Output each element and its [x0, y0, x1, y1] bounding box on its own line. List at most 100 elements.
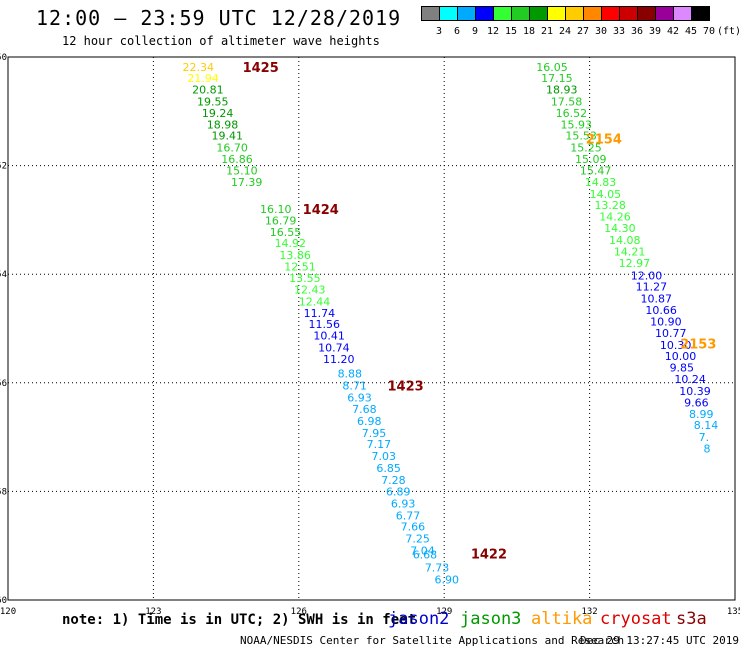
x-tick-label: 123 — [145, 607, 161, 617]
x-tick-label: 129 — [436, 607, 452, 617]
wave-height-value: 15.25 — [570, 142, 602, 155]
wave-height-value: 16.05 — [536, 61, 568, 74]
wave-height-value: 12.00 — [631, 269, 663, 282]
color-legend-label: 6 — [453, 26, 461, 37]
wave-height-value: 11.56 — [308, 318, 340, 331]
wave-height-value: 10.30 — [660, 339, 692, 352]
pass-number-label: 1424 — [303, 203, 339, 218]
color-swatch — [691, 6, 710, 21]
wave-height-value: 9.66 — [684, 396, 709, 409]
color-legend-label: 33 — [612, 26, 626, 37]
wave-height-value: 6.98 — [357, 415, 382, 428]
color-legend-label: 15 — [504, 26, 518, 37]
wave-height-value: 10.39 — [679, 385, 711, 398]
wave-height-value: 7.03 — [372, 450, 397, 463]
wave-height-value: 10.41 — [313, 330, 345, 343]
wave-height-value: 16.10 — [260, 203, 292, 216]
wave-height-value: 7. — [699, 431, 710, 444]
wave-height-value: 19.55 — [197, 96, 229, 109]
wave-height-value: 12.51 — [284, 261, 316, 274]
wave-height-value: 7.17 — [367, 438, 392, 451]
plot-frame — [7, 56, 736, 601]
wave-height-value: 13.28 — [594, 199, 626, 212]
chart-title: 12:00 – 23:59 UTC 12/28/2019 — [36, 6, 402, 30]
color-legend-label: 9 — [471, 26, 479, 37]
wave-height-value: 14.05 — [590, 188, 622, 201]
color-legend-label: 70 — [702, 26, 716, 37]
wave-height-value: 16.86 — [221, 153, 253, 166]
wave-height-value: 6.90 — [435, 573, 460, 586]
wave-height-value: 6.93 — [391, 497, 416, 510]
wave-height-value: 16.70 — [216, 142, 248, 155]
wave-height-value: 14.21 — [614, 245, 646, 258]
wave-height-value: 14.26 — [599, 211, 631, 224]
wave-height-value: 7.95 — [362, 427, 387, 440]
color-legend-label: 24 — [558, 26, 572, 37]
wave-height-value: 13.55 — [289, 272, 321, 285]
wave-height-value: 16.55 — [270, 226, 302, 239]
wave-height-value: 7.04 — [410, 545, 435, 558]
wave-height-value: 10.87 — [640, 293, 672, 306]
wave-height-value: 8.88 — [338, 368, 363, 381]
wave-height-value: 7.73 — [425, 561, 450, 574]
wave-height-value: 7.28 — [381, 474, 406, 487]
wave-height-value: 10.74 — [318, 342, 350, 355]
wave-height-value: 10.66 — [645, 304, 677, 317]
pass-number-label: 2154 — [586, 132, 622, 147]
color-legend-label: 27 — [576, 26, 590, 37]
wave-height-value: 22.34 — [182, 61, 214, 74]
wave-height-value: 8.14 — [694, 419, 719, 432]
wave-height-value: 8 — [703, 443, 710, 456]
wave-height-value: 16.52 — [556, 107, 588, 120]
color-legend-label: 42 — [666, 26, 680, 37]
wave-height-value: 15.53 — [565, 130, 597, 143]
wave-height-value: 19.41 — [212, 130, 244, 143]
wave-height-value: 17.58 — [551, 96, 583, 109]
chart-subtitle: 12 hour collection of altimeter wave hei… — [62, 34, 380, 48]
color-legend-label: 21 — [540, 26, 554, 37]
wave-height-value: 18.93 — [546, 84, 578, 97]
wave-height-value: 6.68 — [413, 548, 438, 561]
legend-jason3: jason3 — [460, 609, 522, 629]
wave-height-value: 7.68 — [352, 403, 377, 416]
wave-height-value: 10.00 — [665, 350, 697, 363]
wave-height-value: 6.89 — [386, 485, 411, 498]
y-tick-label: -58 — [0, 487, 7, 497]
pass-number-label: 1422 — [471, 547, 507, 562]
color-legend-label: 30 — [594, 26, 608, 37]
x-tick-label: 120 — [0, 607, 16, 617]
color-legend-label: 18 — [522, 26, 536, 37]
wave-height-value: 15.10 — [226, 164, 258, 177]
wave-height-value: 8.71 — [342, 380, 367, 393]
y-tick-label: -54 — [0, 270, 7, 280]
wave-height-value: 11.74 — [304, 307, 336, 320]
legend-jason2: jason2 — [388, 609, 450, 629]
x-tick-label: 126 — [291, 607, 307, 617]
y-tick-label: -60 — [0, 596, 7, 606]
wave-height-value: 15.47 — [580, 164, 612, 177]
wave-height-value: 12.97 — [619, 257, 651, 270]
legend-altika: altika — [531, 609, 593, 629]
color-legend-label: 36 — [630, 26, 644, 37]
wave-height-value: 14.83 — [585, 176, 617, 189]
y-tick-label: -52 — [0, 162, 7, 172]
x-tick-label: 132 — [581, 607, 597, 617]
wave-height-value: 7.25 — [405, 533, 430, 546]
wave-height-value: 14.08 — [609, 234, 641, 247]
legend-s3a: s3a — [676, 609, 707, 629]
wave-height-value: 12.44 — [299, 295, 331, 308]
legend-cryosat: cryosat — [600, 609, 672, 629]
color-legend-label: 12 — [486, 26, 500, 37]
color-legend-label: 45 — [684, 26, 698, 37]
wave-height-value: 7.66 — [401, 521, 426, 534]
y-tick-label: -56 — [0, 379, 7, 389]
color-legend-label: 39 — [648, 26, 662, 37]
y-tick-label: -50 — [0, 53, 7, 63]
wave-height-value: 21.94 — [187, 72, 219, 85]
wave-height-value: 13.86 — [279, 249, 311, 262]
generated-timestamp: Dec 29 13:27:45 UTC 2019 — [580, 634, 739, 647]
wave-height-value: 14.30 — [604, 222, 636, 235]
wave-height-value: 12.43 — [294, 283, 326, 296]
wave-height-value: 16.79 — [265, 214, 297, 227]
